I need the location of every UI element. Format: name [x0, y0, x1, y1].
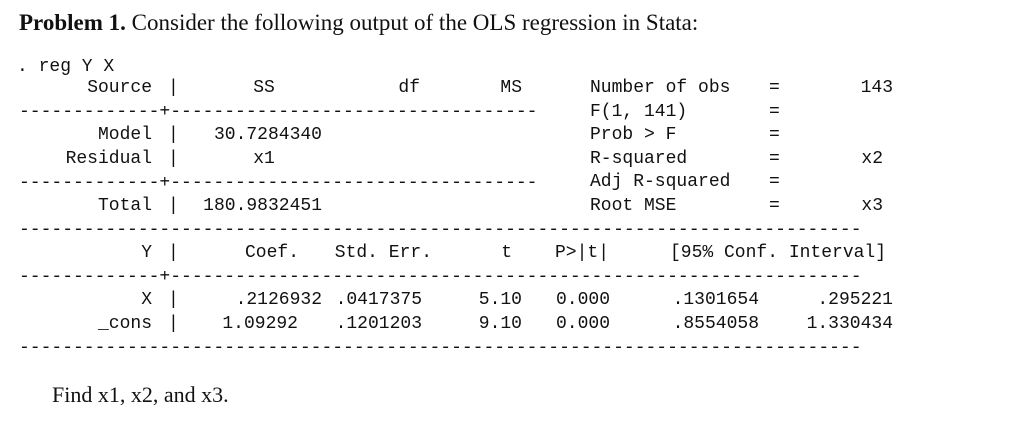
anova-row-source: Residual [65, 149, 152, 169]
anova-header-ss: SS [253, 78, 275, 98]
coef-row-coef: .2126932 [235, 290, 322, 310]
stat-label: Root MSE [590, 196, 677, 216]
stat-label: Number of obs [590, 78, 731, 98]
coef-row-se: .1201203 [335, 314, 422, 334]
anova-row-ss: 30.7284340 [213, 125, 322, 145]
question-text: Find x1, x2, and x3. [52, 382, 229, 407]
coef-row-bar: | [168, 290, 179, 310]
coef-row-ci-low: .8554058 [672, 314, 759, 334]
coef-header-var: Y [141, 243, 152, 263]
stat-value: x3 [861, 196, 883, 216]
anova-row-source: Total [97, 196, 152, 216]
anova-rule-top: -------------+--------------------------… [19, 106, 538, 118]
problem-text: Consider the following output of the OLS… [131, 10, 699, 35]
stat-label: F(1, 141) [590, 102, 688, 122]
stat-value: x2 [861, 149, 883, 169]
stat-value: 143 [860, 78, 893, 98]
coef-row-ci-low: .1301654 [672, 290, 759, 310]
stat-equals: = [769, 196, 780, 216]
anova-header-source: Source [87, 78, 152, 98]
coef-row-coef: 1.09292 [222, 314, 298, 334]
stat-equals: = [769, 125, 780, 145]
coef-row-se: .0417375 [335, 290, 422, 310]
anova-row-bar: | [168, 125, 179, 145]
coef-header-se: Std. Err. [334, 243, 432, 263]
stata-command: . reg Y X [17, 57, 115, 77]
stat-label: Prob > F [590, 125, 677, 145]
anova-rule-mid: -------------+--------------------------… [19, 177, 538, 189]
stat-label: R-squared [590, 149, 688, 169]
anova-header-bar: | [168, 78, 179, 98]
anova-row-bar: | [168, 149, 179, 169]
stat-equals: = [769, 78, 780, 98]
problem-heading: Problem 1. Consider the following output… [19, 10, 698, 36]
coef-row-ci-high: .295221 [817, 290, 893, 310]
coef-rule-top: ----------------------------------------… [19, 224, 862, 236]
coef-rule-mid: -------------+--------------------------… [19, 271, 862, 283]
coef-row-p: 0.000 [556, 290, 611, 310]
coef-row-t: 9.10 [478, 314, 522, 334]
anova-row-ss: x1 [253, 149, 275, 169]
anova-header-ms: MS [500, 78, 522, 98]
coef-header-bar: | [168, 243, 179, 263]
stat-label: Adj R-squared [590, 172, 731, 192]
coef-header-ci: [95% Conf. Interval] [670, 243, 887, 263]
coef-row-var: _cons [97, 314, 152, 334]
coef-header-t: t [501, 243, 512, 263]
coef-row-ci-high: 1.330434 [806, 314, 893, 334]
anova-row-bar: | [168, 196, 179, 216]
coef-row-bar: | [168, 314, 179, 334]
anova-row-source: Model [97, 125, 152, 145]
stat-equals: = [769, 172, 780, 192]
problem-label: Problem 1. [19, 10, 126, 35]
anova-row-ss: 180.9832451 [203, 196, 322, 216]
coef-rule-bottom: ----------------------------------------… [19, 342, 862, 354]
anova-header-df: df [398, 78, 420, 98]
stat-equals: = [769, 102, 780, 122]
coef-header-p: P>|t| [555, 243, 610, 263]
coef-row-t: 5.10 [478, 290, 522, 310]
coef-row-p: 0.000 [556, 314, 611, 334]
stat-equals: = [769, 149, 780, 169]
coef-row-var: X [141, 290, 152, 310]
coef-header-coef: Coef. [244, 243, 299, 263]
